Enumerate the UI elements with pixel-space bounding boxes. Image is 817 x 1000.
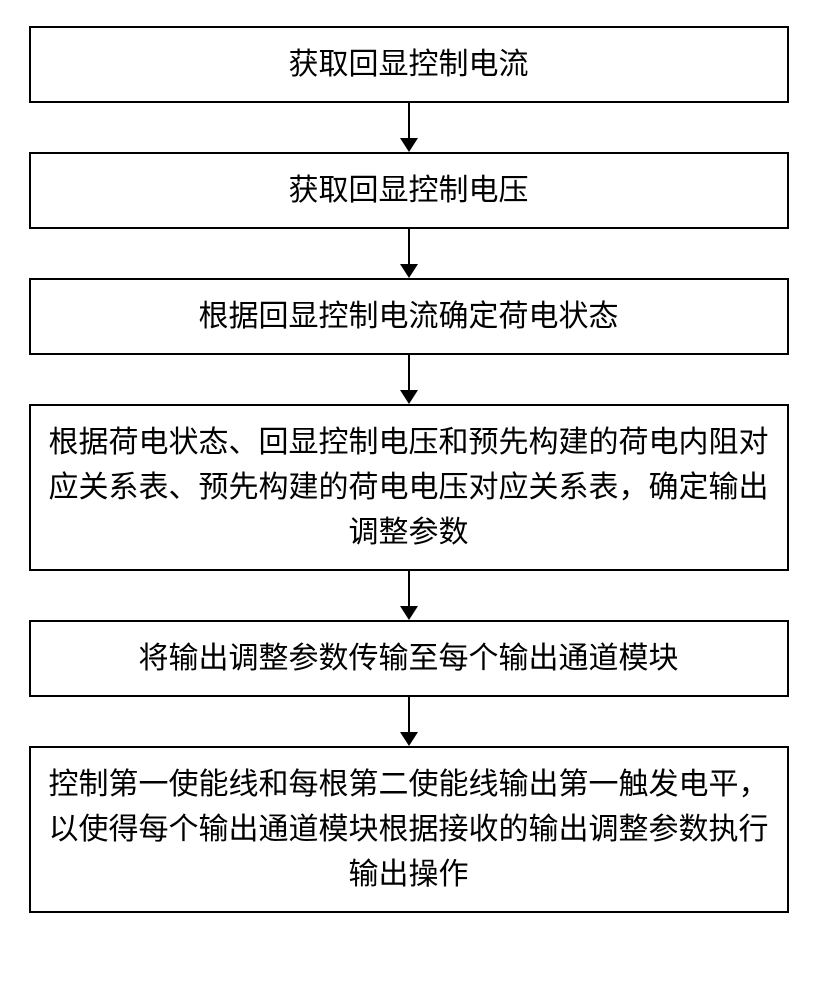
flow-arrow xyxy=(400,571,418,620)
arrow-head-icon xyxy=(400,732,418,746)
arrow-line xyxy=(408,355,410,391)
arrow-head-icon xyxy=(400,390,418,404)
flow-node-n4: 根据荷电状态、回显控制电压和预先构建的荷电内阻对应关系表、预先构建的荷电电压对应… xyxy=(29,404,789,571)
arrow-line xyxy=(408,229,410,265)
arrow-line xyxy=(408,103,410,139)
arrow-head-icon xyxy=(400,606,418,620)
flow-arrow xyxy=(400,103,418,152)
flow-arrow xyxy=(400,697,418,746)
flow-node-label: 获取回显控制电流 xyxy=(289,42,529,87)
flow-node-n2: 获取回显控制电压 xyxy=(29,152,789,229)
flow-node-label: 根据回显控制电流确定荷电状态 xyxy=(199,294,619,339)
flowchart-container: 获取回显控制电流获取回显控制电压根据回显控制电流确定荷电状态根据荷电状态、回显控… xyxy=(0,0,817,913)
flow-node-n5: 将输出调整参数传输至每个输出通道模块 xyxy=(29,620,789,697)
flow-node-label: 根据荷电状态、回显控制电压和预先构建的荷电内阻对应关系表、预先构建的荷电电压对应… xyxy=(49,420,769,555)
arrow-head-icon xyxy=(400,138,418,152)
flow-node-label: 将输出调整参数传输至每个输出通道模块 xyxy=(139,636,679,681)
arrow-line xyxy=(408,571,410,607)
arrow-head-icon xyxy=(400,264,418,278)
flow-node-n3: 根据回显控制电流确定荷电状态 xyxy=(29,278,789,355)
flow-node-label: 控制第一使能线和每根第二使能线输出第一触发电平，以使得每个输出通道模块根据接收的… xyxy=(49,762,769,897)
flow-node-n6: 控制第一使能线和每根第二使能线输出第一触发电平，以使得每个输出通道模块根据接收的… xyxy=(29,746,789,913)
flow-node-label: 获取回显控制电压 xyxy=(289,168,529,213)
arrow-line xyxy=(408,697,410,733)
flow-arrow xyxy=(400,229,418,278)
flow-node-n1: 获取回显控制电流 xyxy=(29,26,789,103)
flow-arrow xyxy=(400,355,418,404)
